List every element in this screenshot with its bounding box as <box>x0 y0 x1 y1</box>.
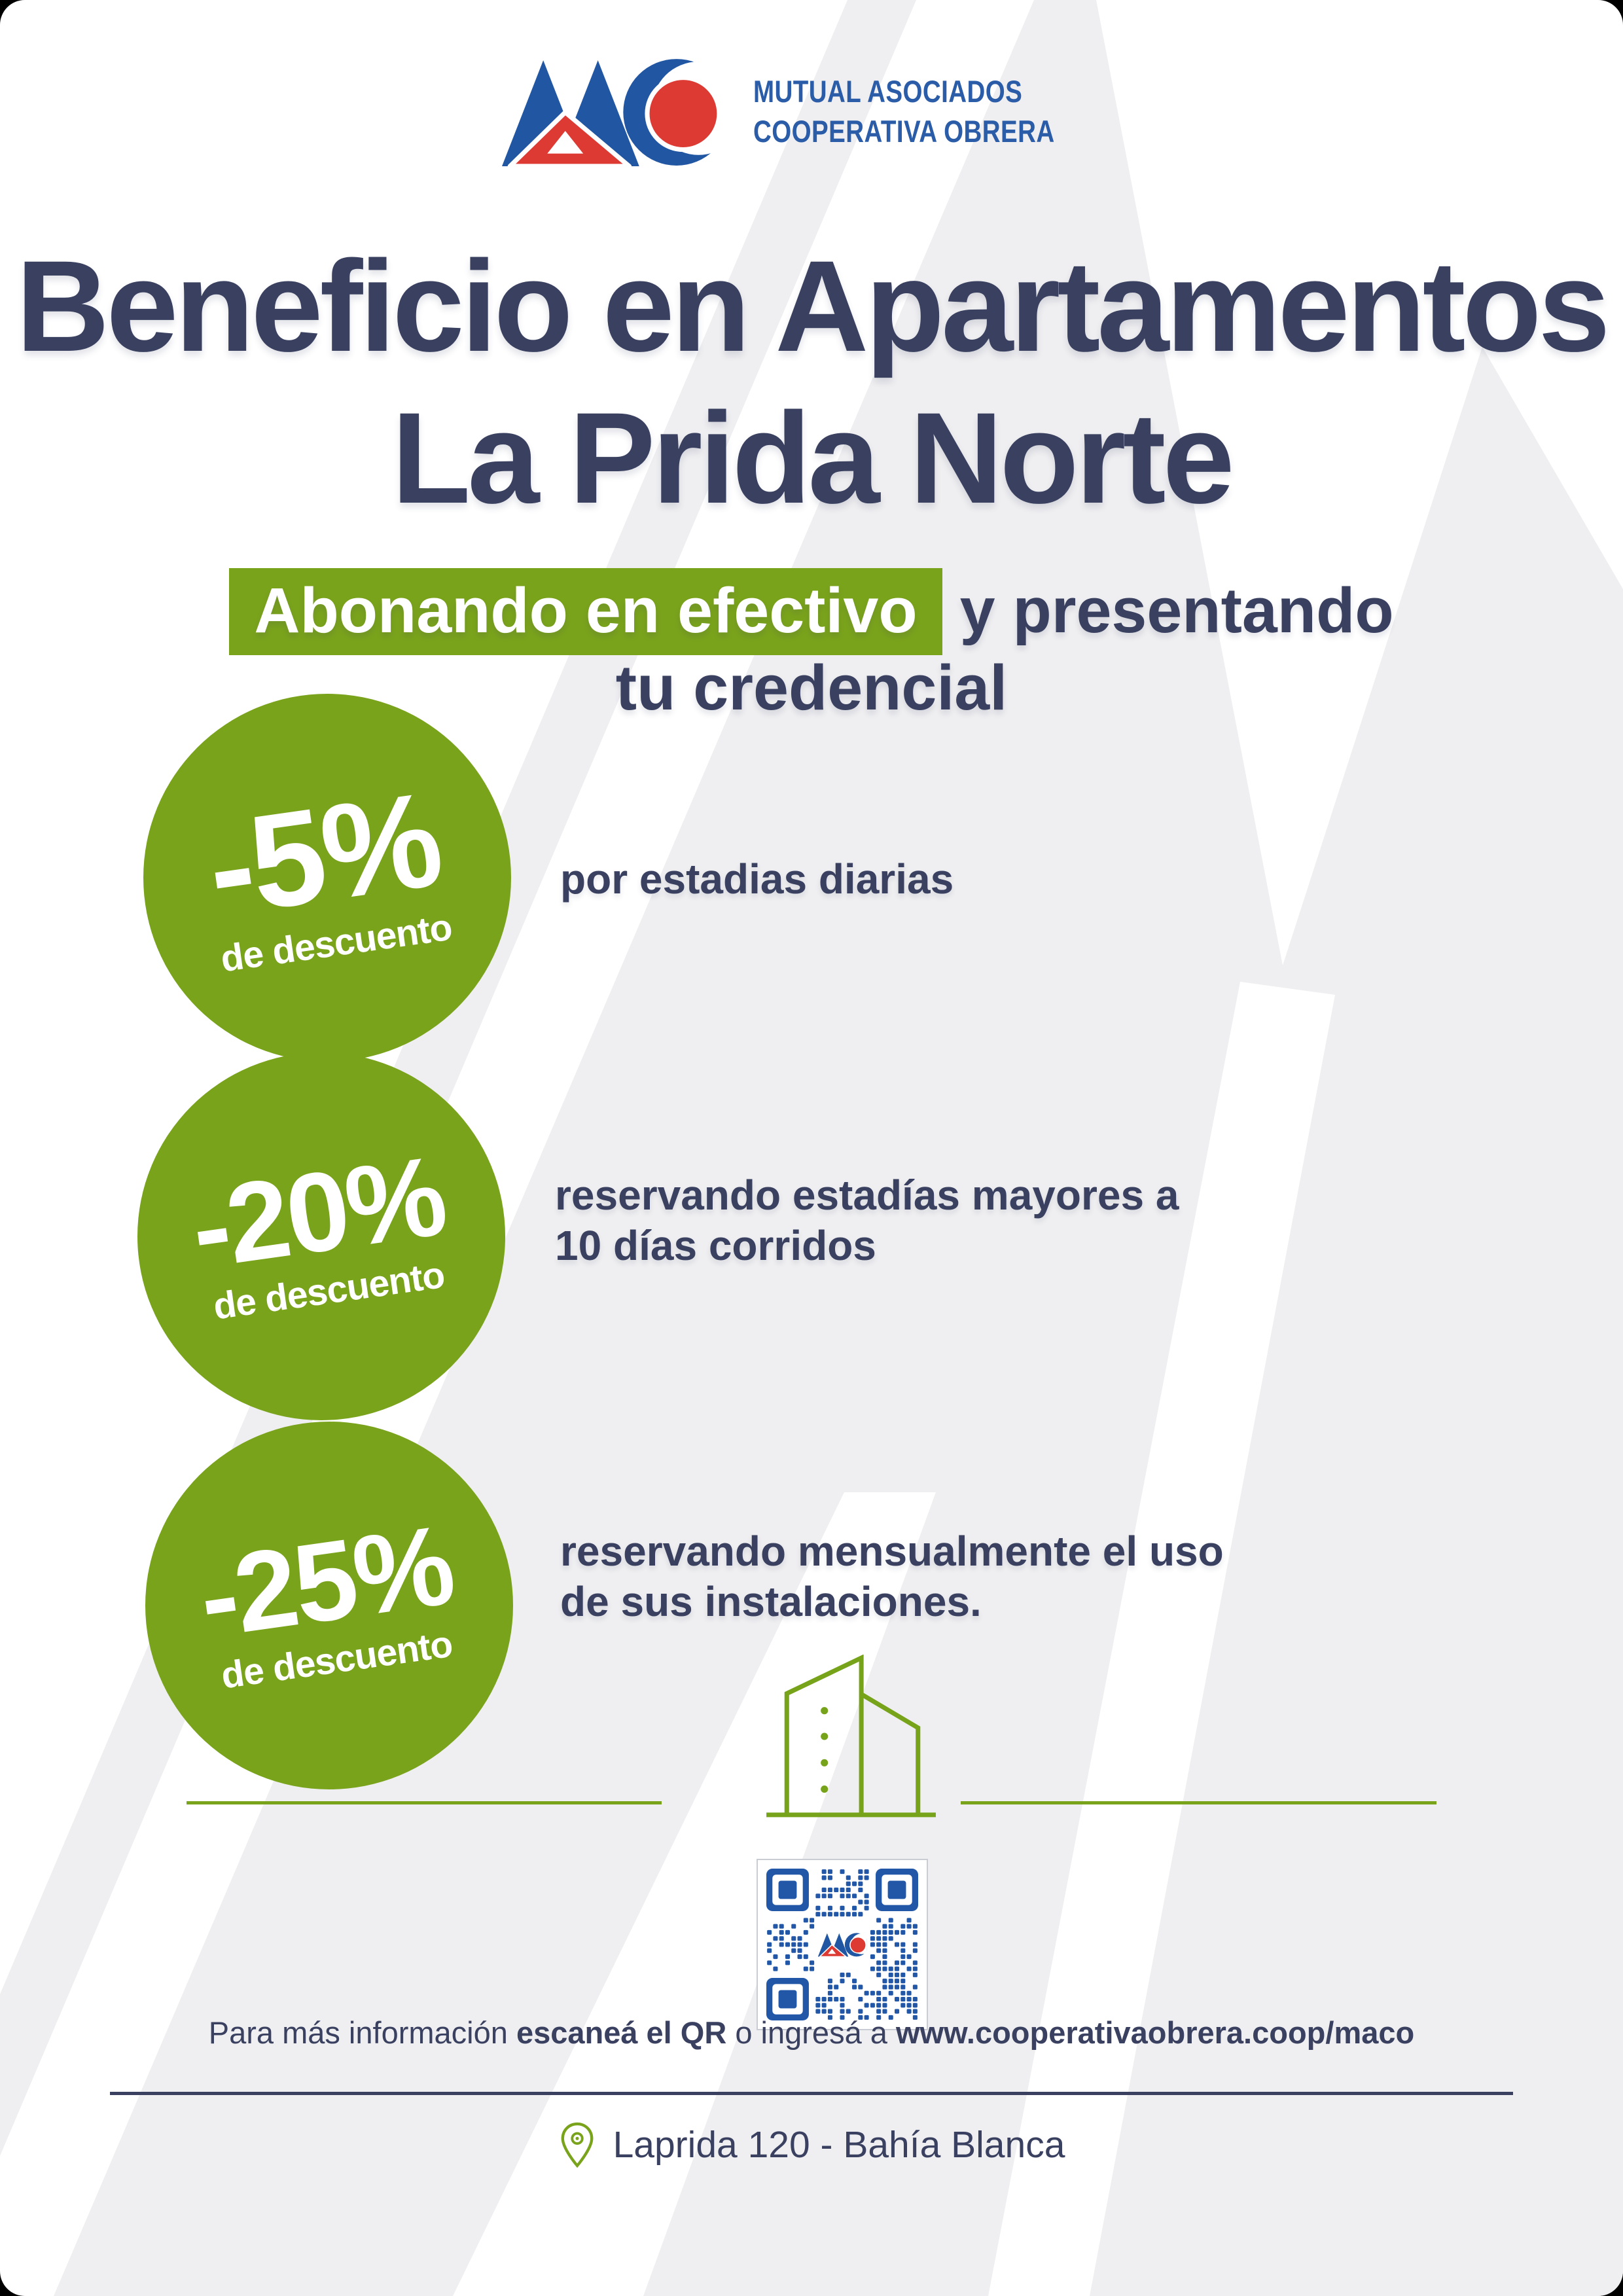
page-title: Beneficio en Apartamentos La Prida Norte <box>0 230 1623 533</box>
subtitle-line1: Abonando en efectivo y presentando <box>0 568 1623 655</box>
location-pin-icon <box>561 2122 593 2168</box>
logo-wordmark: MUTUAL ASOCIADOS COOPERATIVA OBRERA <box>753 71 1055 151</box>
qr-code-icon <box>766 1869 918 2020</box>
footer-divider <box>110 2092 1513 2095</box>
building-icon <box>766 1655 936 1818</box>
discount-badge-25: -25% de descuento <box>145 1422 513 1789</box>
benefit-description-1: por estadias diarias <box>560 855 954 903</box>
address-row: Laprida 120 - Bahía Blanca <box>0 2122 1623 2168</box>
logo-wordmark-line2: COOPERATIVA OBRERA <box>753 114 1055 149</box>
address-text: Laprida 120 - Bahía Blanca <box>613 2124 1065 2166</box>
discount-percent: -5% <box>199 763 449 944</box>
discount-badge-5: -5% de descuento <box>143 694 511 1062</box>
website-url: www.cooperativaobrera.coop/maco <box>895 2015 1415 2050</box>
scan-qr-text: escaneá el QR <box>516 2015 727 2050</box>
benefit-description-2: reservando estadías mayores a 10 días co… <box>555 1172 1179 1269</box>
left-divider-line <box>187 1801 662 1804</box>
title-line1: Beneficio en Apartamentos <box>16 234 1610 378</box>
discount-badge-20: -20% de descuento <box>137 1052 505 1420</box>
subtitle: Abonando en efectivo y presentando tu cr… <box>0 568 1623 727</box>
logo-wordmark-line1: MUTUAL ASOCIADOS <box>753 73 1023 109</box>
qr-code <box>757 1859 928 2030</box>
subtitle-highlight: Abonando en efectivo <box>229 568 942 655</box>
subtitle-line2: tu credencial <box>615 652 1008 724</box>
subtitle-rest: y presentando <box>942 575 1394 646</box>
title-line2: La Prida Norte <box>391 385 1234 530</box>
info-line: Para más información escaneá el QR o ing… <box>208 2015 1415 2050</box>
benefit-description-3: reservando mensualmente el uso de sus in… <box>560 1528 1224 1625</box>
right-divider-line <box>961 1801 1436 1804</box>
logo: MUTUAL ASOCIADOS COOPERATIVA OBRERA <box>0 56 1623 166</box>
maco-logo-icon <box>502 56 722 166</box>
